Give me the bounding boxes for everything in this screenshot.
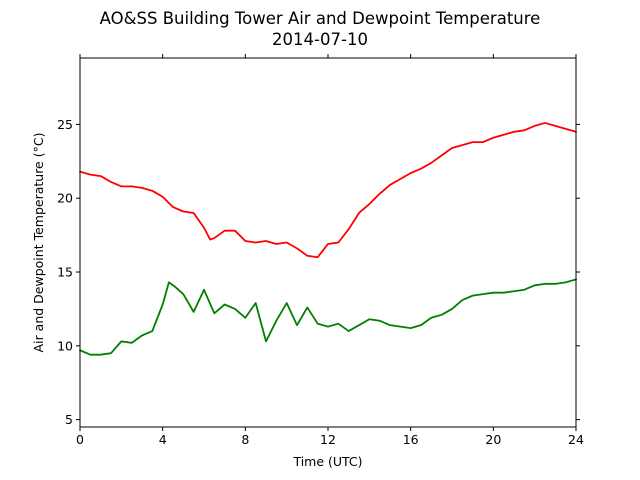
series-lines — [79, 122, 577, 356]
y-tick-label: 25 — [57, 117, 73, 132]
x-axis-label: Time (UTC) — [292, 454, 362, 469]
y-axis-label: Air and Dewpoint Temperature (°C) — [31, 133, 46, 353]
axis-ticks: 0 4 8 12 16 20 24 5 10 15 20 25 — [57, 54, 584, 447]
x-tick-label: 20 — [485, 432, 501, 447]
x-tick-label: 8 — [241, 432, 249, 447]
chart-subtitle: 2014-07-10 — [272, 30, 368, 49]
series-line-0 — [79, 122, 577, 259]
x-tick-label: 16 — [403, 432, 419, 447]
x-tick-label: 24 — [568, 432, 584, 447]
chart-title: AO&SS Building Tower Air and Dewpoint Te… — [100, 9, 541, 28]
series-line-1 — [79, 278, 577, 356]
plot-frame — [79, 57, 577, 428]
y-tick-label: 20 — [57, 191, 73, 206]
y-tick-label: 5 — [65, 412, 73, 427]
x-tick-label: 4 — [159, 432, 167, 447]
x-tick-label: 12 — [320, 432, 336, 447]
y-tick-label: 15 — [57, 265, 73, 280]
y-tick-label: 10 — [57, 338, 73, 353]
x-tick-label: 0 — [76, 432, 84, 447]
